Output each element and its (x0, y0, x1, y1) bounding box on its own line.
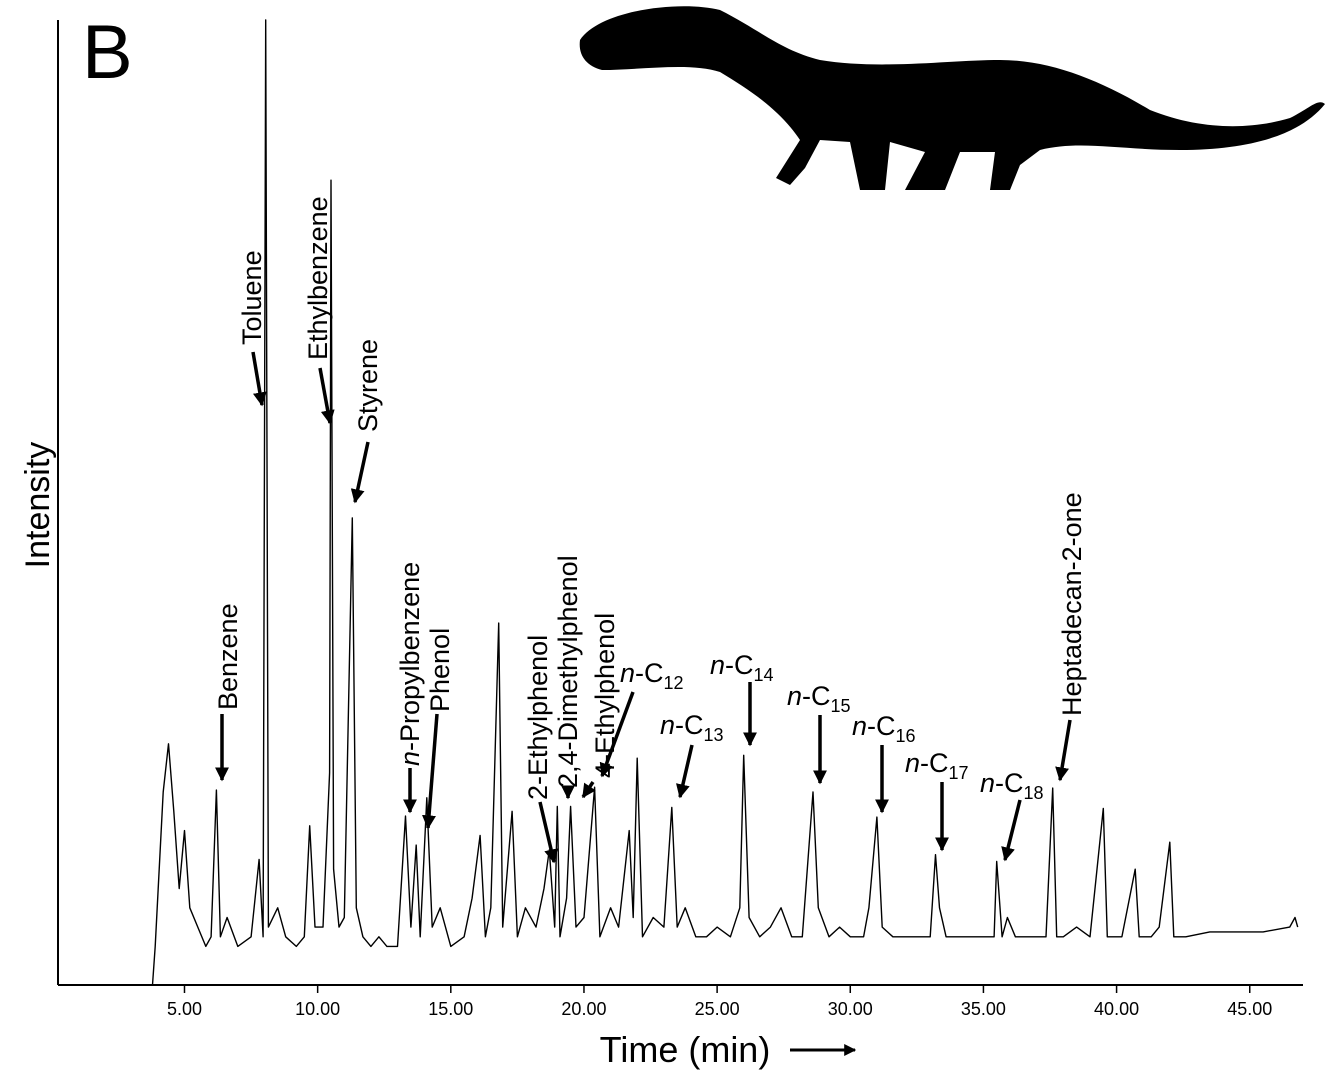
peak-label-text: -C (802, 681, 831, 711)
x-tick-label: 10.00 (295, 999, 340, 1019)
x-tick-label: 35.00 (961, 999, 1006, 1019)
peak-label-subscript: 17 (949, 763, 969, 783)
peak-label-subscript: 14 (754, 665, 774, 685)
peak-label: n-C12 (620, 658, 684, 693)
peak-label-subscript: 13 (704, 725, 724, 745)
peak-label-text: Styrene (353, 339, 383, 432)
peak-label-italic: n (395, 751, 425, 766)
peak-label-text: 2,4-Dimethylphenol (553, 555, 583, 788)
peak-label: Styrene (353, 339, 383, 432)
panel-label: B (82, 10, 133, 95)
chromatogram-line (153, 20, 1298, 985)
peak-label: Ethylbenzene (303, 196, 333, 360)
peak-label-text: 4-Ethylphenol (590, 613, 620, 778)
peak-label: Heptadecan-2-one (1057, 492, 1087, 716)
peak-label-italic: n (660, 710, 675, 740)
peak-label: 2,4-Dimethylphenol (553, 555, 583, 788)
peak-label-text: -C (920, 748, 949, 778)
peak-arrow (680, 745, 692, 797)
peak-label: Toluene (237, 250, 267, 345)
peak-label: Phenol (425, 628, 455, 712)
peak-label-italic: n (905, 748, 920, 778)
x-tick-label: 40.00 (1094, 999, 1139, 1019)
peak-label-italic: n (710, 650, 725, 680)
peak-label: n-C15 (787, 681, 851, 716)
peak-label: 2-Ethylphenol (523, 635, 553, 800)
x-tick-label: 20.00 (561, 999, 606, 1019)
peak-label-text: Ethylbenzene (303, 196, 333, 360)
peak-label-italic: n (852, 711, 867, 741)
x-tick-label: 15.00 (428, 999, 473, 1019)
peak-label: n-Propylbenzene (395, 562, 425, 766)
peak-label-subscript: 15 (831, 696, 851, 716)
peak-label-italic: n (787, 681, 802, 711)
y-axis-label: Intensity (19, 442, 57, 569)
peak-label-text: -C (867, 711, 896, 741)
chart: B Intensity Time (min) 5.00 10.00 15.00 20.… (0, 0, 1336, 1070)
peak-label-subscript: 12 (664, 673, 684, 693)
peak-label-subscript: 16 (896, 726, 916, 746)
peak-label-text: Benzene (213, 603, 243, 710)
peak-label: 4-Ethylphenol (590, 613, 620, 778)
peak-label-text: Heptadecan-2-one (1057, 492, 1087, 716)
peak-arrow (1060, 720, 1070, 780)
peak-label-text: 2-Ethylphenol (523, 635, 553, 800)
peak-arrow (428, 714, 437, 828)
peak-label-text: Phenol (425, 628, 455, 712)
peak-label-text: Toluene (237, 250, 267, 345)
peak-arrow (355, 442, 368, 502)
x-tick-label: 45.00 (1227, 999, 1272, 1019)
peak-label-text: -C (675, 710, 704, 740)
x-tick-label: 25.00 (695, 999, 740, 1019)
peak-label-subscript: 18 (1024, 783, 1044, 803)
peak-arrow (320, 368, 330, 423)
peak-label: n-C17 (905, 748, 969, 783)
peak-label-text: -Propylbenzene (395, 562, 425, 751)
peak-arrow (1005, 800, 1020, 860)
x-axis-label: Time (min) (600, 1029, 771, 1070)
dinosaur-silhouette (580, 6, 1325, 190)
peak-arrow (540, 802, 554, 862)
peak-label: n-C13 (660, 710, 724, 745)
peak-label: n-C18 (980, 768, 1044, 803)
peak-label-text: -C (635, 658, 664, 688)
x-tick-label: 30.00 (828, 999, 873, 1019)
peak-arrow (583, 782, 593, 797)
peak-label: n-C16 (852, 711, 916, 746)
peak-label: Benzene (213, 603, 243, 710)
peak-label-text: -C (725, 650, 754, 680)
peak-arrow (253, 352, 262, 405)
peak-label-italic: n (980, 768, 995, 798)
peak-label: n-C14 (710, 650, 774, 685)
x-tick-label: 5.00 (167, 999, 202, 1019)
peak-label-text: -C (995, 768, 1024, 798)
peak-label-italic: n (620, 658, 635, 688)
